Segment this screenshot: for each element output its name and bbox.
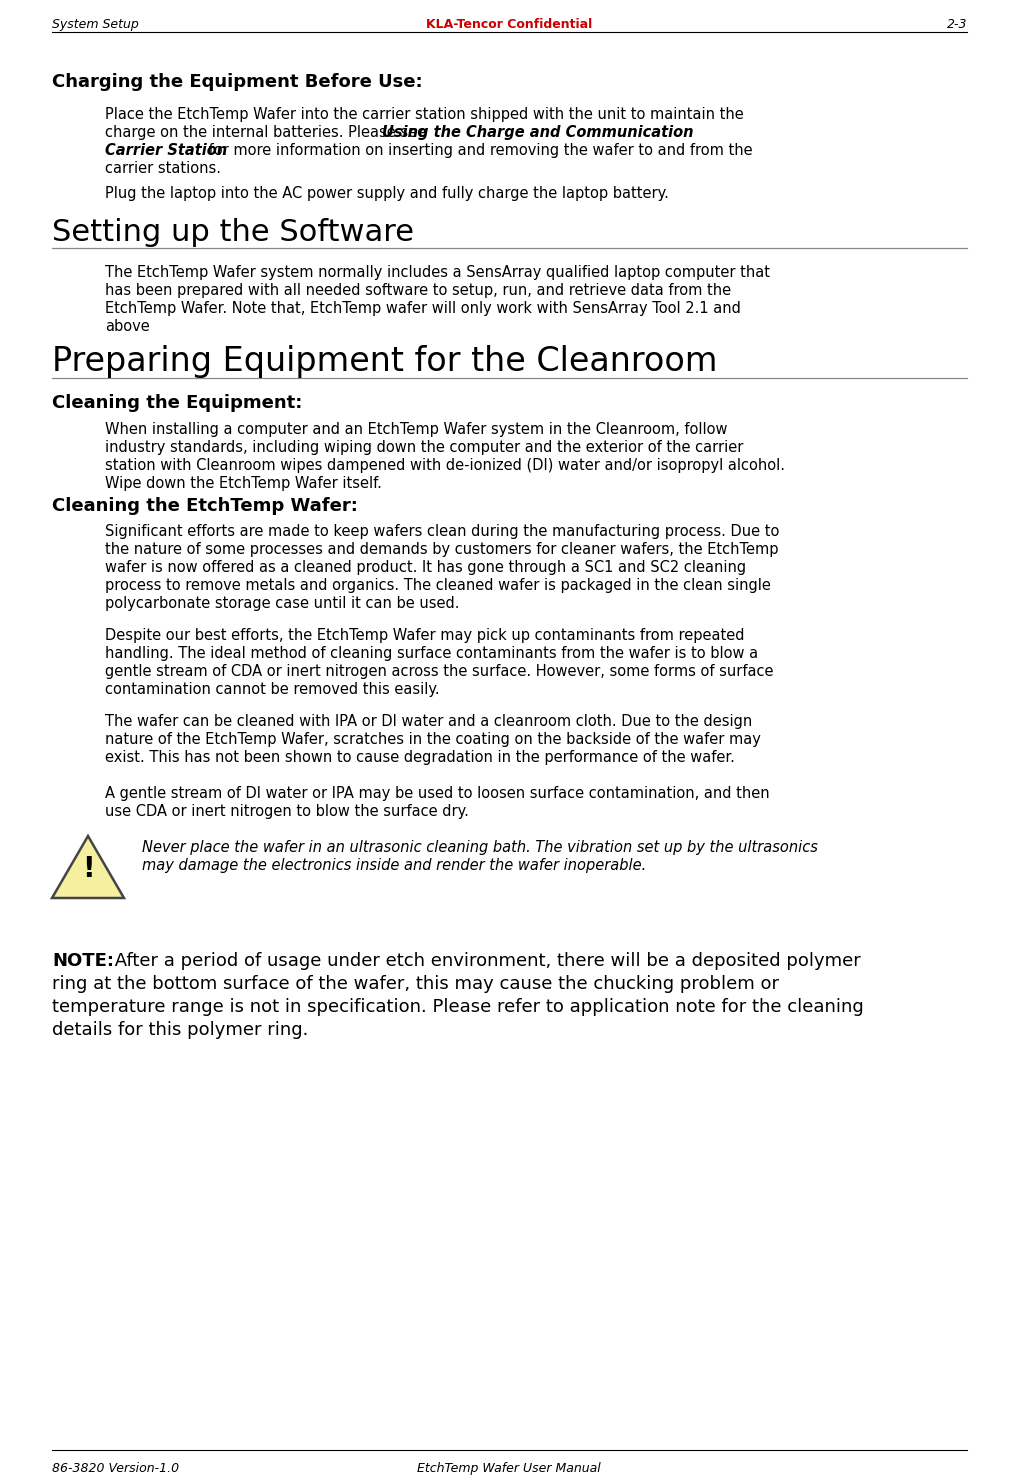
Text: charge on the internal batteries. Please see: charge on the internal batteries. Please…: [105, 125, 431, 139]
Text: use CDA or inert nitrogen to blow the surface dry.: use CDA or inert nitrogen to blow the su…: [105, 804, 469, 819]
Text: The wafer can be cleaned with IPA or DI water and a cleanroom cloth. Due to the : The wafer can be cleaned with IPA or DI …: [105, 713, 752, 730]
Text: Never place the wafer in an ultrasonic cleaning bath. The vibration set up by th: Never place the wafer in an ultrasonic c…: [142, 839, 818, 856]
Text: !: !: [82, 854, 95, 882]
Text: Despite our best efforts, the EtchTemp Wafer may pick up contaminants from repea: Despite our best efforts, the EtchTemp W…: [105, 627, 745, 644]
Text: Place the EtchTemp Wafer into the carrier station shipped with the unit to maint: Place the EtchTemp Wafer into the carrie…: [105, 107, 744, 122]
Text: NOTE:: NOTE:: [52, 952, 114, 970]
Text: After a period of usage under etch environment, there will be a deposited polyme: After a period of usage under etch envir…: [109, 952, 861, 970]
Text: Setting up the Software: Setting up the Software: [52, 218, 414, 248]
Text: Wipe down the EtchTemp Wafer itself.: Wipe down the EtchTemp Wafer itself.: [105, 476, 382, 491]
Text: ring at the bottom surface of the wafer, this may cause the chucking problem or: ring at the bottom surface of the wafer,…: [52, 974, 779, 994]
Text: Cleaning the Equipment:: Cleaning the Equipment:: [52, 394, 303, 412]
Text: KLA-Tencor Confidential: KLA-Tencor Confidential: [426, 18, 593, 31]
Text: handling. The ideal method of cleaning surface contaminants from the wafer is to: handling. The ideal method of cleaning s…: [105, 647, 758, 661]
Text: When installing a computer and an EtchTemp Wafer system in the Cleanroom, follow: When installing a computer and an EtchTe…: [105, 423, 728, 437]
Text: The EtchTemp Wafer system normally includes a SensArray qualified laptop compute: The EtchTemp Wafer system normally inclu…: [105, 265, 770, 280]
Text: Cleaning the EtchTemp Wafer:: Cleaning the EtchTemp Wafer:: [52, 497, 358, 515]
Text: Significant efforts are made to keep wafers clean during the manufacturing proce: Significant efforts are made to keep waf…: [105, 523, 780, 538]
Text: temperature range is not in specification. Please refer to application note for : temperature range is not in specificatio…: [52, 998, 864, 1016]
Text: Using the Charge and Communication: Using the Charge and Communication: [382, 125, 694, 139]
Text: gentle stream of CDA or inert nitrogen across the surface. However, some forms o: gentle stream of CDA or inert nitrogen a…: [105, 664, 773, 679]
Text: wafer is now offered as a cleaned product. It has gone through a SC1 and SC2 cle: wafer is now offered as a cleaned produc…: [105, 561, 746, 575]
Text: 2-3: 2-3: [947, 18, 967, 31]
Text: may damage the electronics inside and render the wafer inoperable.: may damage the electronics inside and re…: [142, 859, 646, 873]
Text: Carrier Station: Carrier Station: [105, 142, 227, 159]
Text: Preparing Equipment for the Cleanroom: Preparing Equipment for the Cleanroom: [52, 346, 717, 378]
Text: for more information on inserting and removing the wafer to and from the: for more information on inserting and re…: [204, 142, 753, 159]
Text: Charging the Equipment Before Use:: Charging the Equipment Before Use:: [52, 73, 423, 90]
Text: details for this polymer ring.: details for this polymer ring.: [52, 1020, 309, 1040]
Text: nature of the EtchTemp Wafer, scratches in the coating on the backside of the wa: nature of the EtchTemp Wafer, scratches …: [105, 733, 761, 747]
Text: exist. This has not been shown to cause degradation in the performance of the wa: exist. This has not been shown to cause …: [105, 750, 735, 765]
Text: EtchTemp Wafer User Manual: EtchTemp Wafer User Manual: [417, 1462, 601, 1476]
Text: above: above: [105, 319, 150, 334]
Text: polycarbonate storage case until it can be used.: polycarbonate storage case until it can …: [105, 596, 460, 611]
Text: carrier stations.: carrier stations.: [105, 162, 221, 176]
Text: contamination cannot be removed this easily.: contamination cannot be removed this eas…: [105, 682, 439, 697]
Text: the nature of some processes and demands by customers for cleaner wafers, the Et: the nature of some processes and demands…: [105, 541, 779, 558]
Text: System Setup: System Setup: [52, 18, 139, 31]
Text: has been prepared with all needed software to setup, run, and retrieve data from: has been prepared with all needed softwa…: [105, 283, 731, 298]
Text: industry standards, including wiping down the computer and the exterior of the c: industry standards, including wiping dow…: [105, 440, 744, 455]
Text: EtchTemp Wafer. Note that, EtchTemp wafer will only work with SensArray Tool 2.1: EtchTemp Wafer. Note that, EtchTemp wafe…: [105, 301, 741, 316]
Text: A gentle stream of DI water or IPA may be used to loosen surface contamination, : A gentle stream of DI water or IPA may b…: [105, 786, 769, 801]
Text: process to remove metals and organics. The cleaned wafer is packaged in the clea: process to remove metals and organics. T…: [105, 578, 771, 593]
Polygon shape: [52, 836, 124, 899]
Text: 86-3820 Version-1.0: 86-3820 Version-1.0: [52, 1462, 179, 1476]
Text: station with Cleanroom wipes dampened with de-ionized (DI) water and/or isopropy: station with Cleanroom wipes dampened wi…: [105, 458, 785, 473]
Text: Plug the laptop into the AC power supply and fully charge the laptop battery.: Plug the laptop into the AC power supply…: [105, 185, 668, 202]
